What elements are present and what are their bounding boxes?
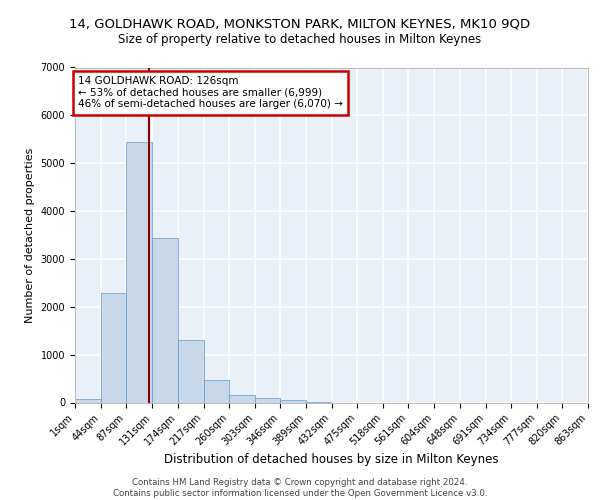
Bar: [203, 380, 229, 402]
Y-axis label: Number of detached properties: Number of detached properties: [25, 148, 35, 322]
Bar: [178, 340, 203, 402]
Bar: [152, 238, 178, 402]
Text: Contains HM Land Registry data © Crown copyright and database right 2024.
Contai: Contains HM Land Registry data © Crown c…: [113, 478, 487, 498]
Bar: [255, 398, 280, 402]
X-axis label: Distribution of detached houses by size in Milton Keynes: Distribution of detached houses by size …: [164, 453, 499, 466]
Text: Size of property relative to detached houses in Milton Keynes: Size of property relative to detached ho…: [118, 32, 482, 46]
Text: 14, GOLDHAWK ROAD, MONKSTON PARK, MILTON KEYNES, MK10 9QD: 14, GOLDHAWK ROAD, MONKSTON PARK, MILTON…: [70, 18, 530, 30]
Bar: [101, 294, 126, 403]
Bar: [75, 398, 101, 402]
Bar: [229, 395, 255, 402]
Bar: [126, 142, 152, 402]
Bar: [280, 400, 306, 402]
Text: 14 GOLDHAWK ROAD: 126sqm
← 53% of detached houses are smaller (6,999)
46% of sem: 14 GOLDHAWK ROAD: 126sqm ← 53% of detach…: [78, 76, 343, 110]
